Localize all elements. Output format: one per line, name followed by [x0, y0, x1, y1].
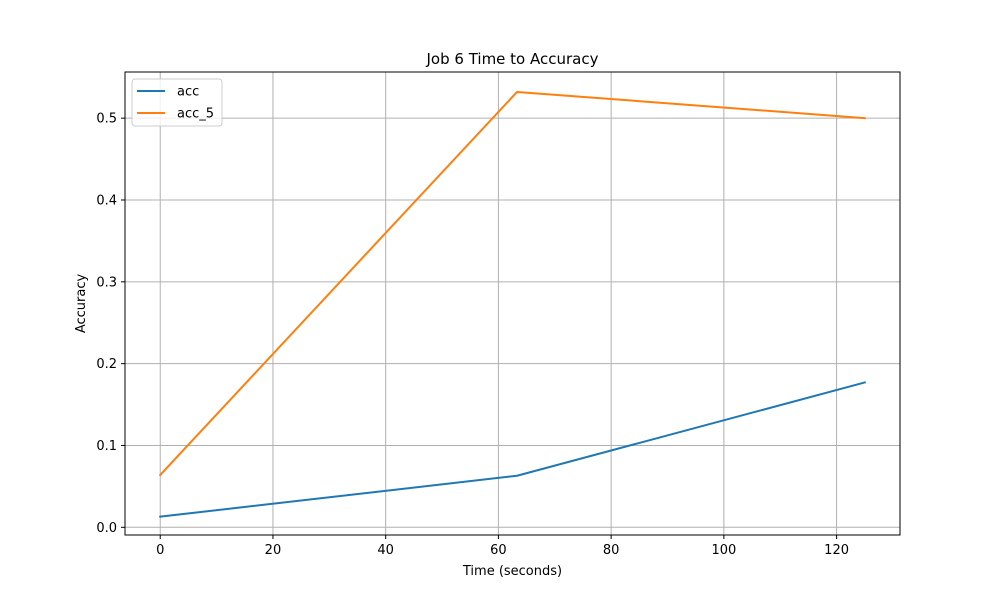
legend: acc acc_5 — [131, 78, 223, 127]
y-tick-label: 0.5 — [96, 112, 117, 127]
x-tick-label: 0 — [156, 543, 164, 558]
grid — [125, 72, 900, 535]
y-tick-label: 0.2 — [96, 357, 117, 372]
x-tick-label: 40 — [377, 543, 394, 558]
x-tick-label: 60 — [490, 543, 507, 558]
x-tick-label: 100 — [711, 543, 736, 558]
series-lines — [158, 90, 866, 518]
y-tick-label: 0.4 — [96, 193, 117, 208]
legend-label: acc_5 — [177, 107, 214, 122]
series-line-acc — [159, 381, 866, 518]
x-tick-label: 80 — [603, 543, 620, 558]
y-tick-label: 0.0 — [96, 521, 117, 536]
x-axis: 0 20 40 60 80 100 120 — [156, 535, 849, 558]
x-axis-title: Time (seconds) — [462, 564, 562, 579]
x-tick-label: 120 — [824, 543, 849, 558]
x-tick-label: 20 — [265, 543, 282, 558]
series-line-acc-5 — [158, 90, 866, 477]
y-axis-title: Accuracy — [74, 274, 89, 334]
y-tick-label: 0.3 — [96, 275, 117, 290]
chart-title: Job 6 Time to Accuracy — [426, 50, 599, 68]
y-axis: 0.0 0.1 0.2 0.3 0.4 0.5 — [96, 112, 125, 536]
y-tick-label: 0.1 — [96, 439, 117, 454]
legend-label: acc — [177, 85, 199, 100]
plot-frame — [124, 71, 901, 536]
